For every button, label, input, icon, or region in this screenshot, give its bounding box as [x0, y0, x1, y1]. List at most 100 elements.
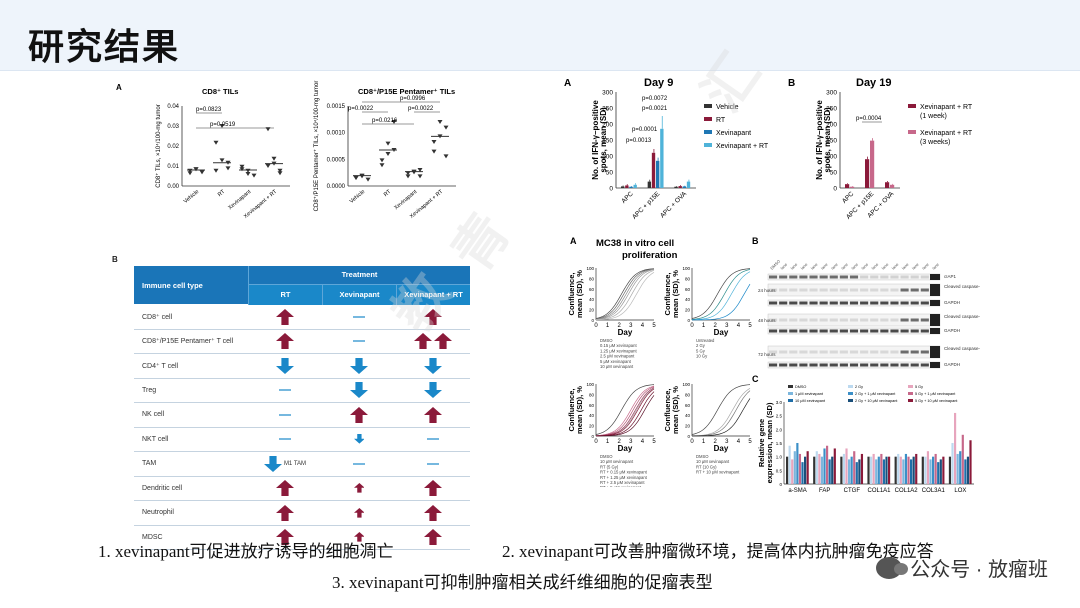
bar [815, 451, 818, 484]
blot-band [849, 288, 859, 292]
blot-band [890, 350, 899, 354]
blot-band [900, 363, 909, 367]
treatment-effect-cell: M1 TAM [248, 455, 322, 472]
pval: p=0.0022 [348, 106, 374, 112]
day19-title: Day 19 [856, 77, 891, 89]
y-label-line2: expression, mean (SD) [765, 402, 774, 483]
data-point [405, 174, 411, 179]
panel-b-label: B [112, 255, 118, 264]
y-tick: 0.0010 [327, 131, 346, 137]
data-point [213, 140, 219, 145]
x-tick: 0 [690, 439, 694, 445]
treatment-effect-cell [322, 313, 396, 321]
bar [939, 459, 942, 484]
bar [956, 453, 959, 484]
blot-band [769, 329, 778, 333]
lane-label: lane [820, 261, 829, 270]
y-tick: 0 [591, 434, 594, 439]
table-row: CD4⁺ T cell [134, 354, 470, 379]
y-tick: 40 [589, 297, 595, 302]
bar [929, 459, 932, 484]
bar [915, 453, 918, 484]
blot-band [789, 275, 798, 279]
bar [897, 453, 900, 484]
y-tick: 150 [602, 138, 613, 145]
decrease-arrow-icon [424, 357, 442, 374]
day19-label: B [788, 78, 795, 89]
bar [629, 186, 633, 188]
blot-band [829, 288, 838, 292]
treatment-effect-cell [322, 507, 396, 518]
x-tick: RT [217, 189, 227, 199]
mc38-title-line2: proliferation [622, 250, 678, 261]
lane-label: lane [850, 261, 859, 270]
lane-label: lane [800, 261, 809, 270]
growth-curve [595, 268, 655, 319]
bar [845, 448, 848, 484]
x-tick: 2 [714, 439, 718, 445]
legend-label: 2 Gy [855, 385, 863, 389]
blot-band [769, 318, 778, 322]
blot-band [900, 301, 909, 305]
x-tick: 3 [725, 439, 729, 445]
bar [840, 456, 843, 484]
legend-label: 5 μM xevinapant [600, 359, 632, 364]
treatment-effect-cell [322, 434, 396, 445]
blot-band [880, 288, 889, 292]
mc38-title-line1: MC38 in vitro cell [596, 238, 674, 249]
blot-row-label: cIAP1 [944, 274, 957, 279]
table-row: TAM M1 TAM [134, 452, 470, 477]
data-point [245, 172, 251, 176]
blot-band [779, 301, 788, 305]
lane-label: lane [931, 261, 940, 270]
legend-label-sub: (3 weeks) [920, 139, 950, 146]
legend-label: RT (10 Gy) [696, 464, 717, 469]
slide-title: 研究结果 [28, 26, 181, 67]
legend-label: 2 Gy [696, 343, 706, 348]
x-tick: 0 [594, 439, 598, 445]
bar [796, 443, 799, 484]
blot-band [789, 363, 798, 367]
increase-arrow-icon [350, 406, 368, 423]
y-tick: 80 [589, 392, 595, 397]
bar [826, 445, 829, 484]
data-point [225, 166, 231, 171]
legend-label: RT (5 Gy) [600, 464, 619, 469]
y-tick: 300 [602, 90, 613, 97]
blot-band [910, 301, 919, 305]
y-label: Confluence, [663, 273, 672, 316]
blot-band [910, 318, 919, 322]
x-tick: 3 [629, 323, 633, 329]
x-tick: 0 [594, 323, 598, 329]
blot-band [839, 301, 848, 305]
no-change-dash-icon [279, 414, 291, 416]
blot-band [789, 350, 798, 354]
blot-band [849, 329, 859, 333]
bar [842, 453, 846, 484]
blot-band [799, 363, 808, 367]
blot-band [779, 318, 788, 322]
legend-swatch [908, 392, 913, 395]
bar [875, 459, 878, 484]
col-xevinapant: Xevinapant [322, 285, 396, 305]
data-point [265, 164, 271, 168]
treatment-effect-cell [396, 382, 470, 399]
y-label-line2: mean (SD), % [671, 270, 680, 318]
blot-band [779, 329, 788, 333]
blot-band [839, 329, 848, 333]
increase-arrow-icon [424, 406, 442, 423]
pval: p=0.0216 [372, 118, 398, 124]
data-point [379, 158, 385, 163]
y-tick: 200 [826, 122, 837, 129]
increase-arrow-icon [276, 480, 294, 497]
blot-band [769, 363, 778, 367]
bar [633, 184, 637, 188]
blot-dark-lane [930, 284, 940, 296]
y-tick: 0 [609, 186, 613, 193]
bar [954, 412, 957, 484]
lane-label: lane [880, 261, 889, 270]
bar [831, 456, 834, 484]
lane-label: lane [789, 261, 798, 270]
